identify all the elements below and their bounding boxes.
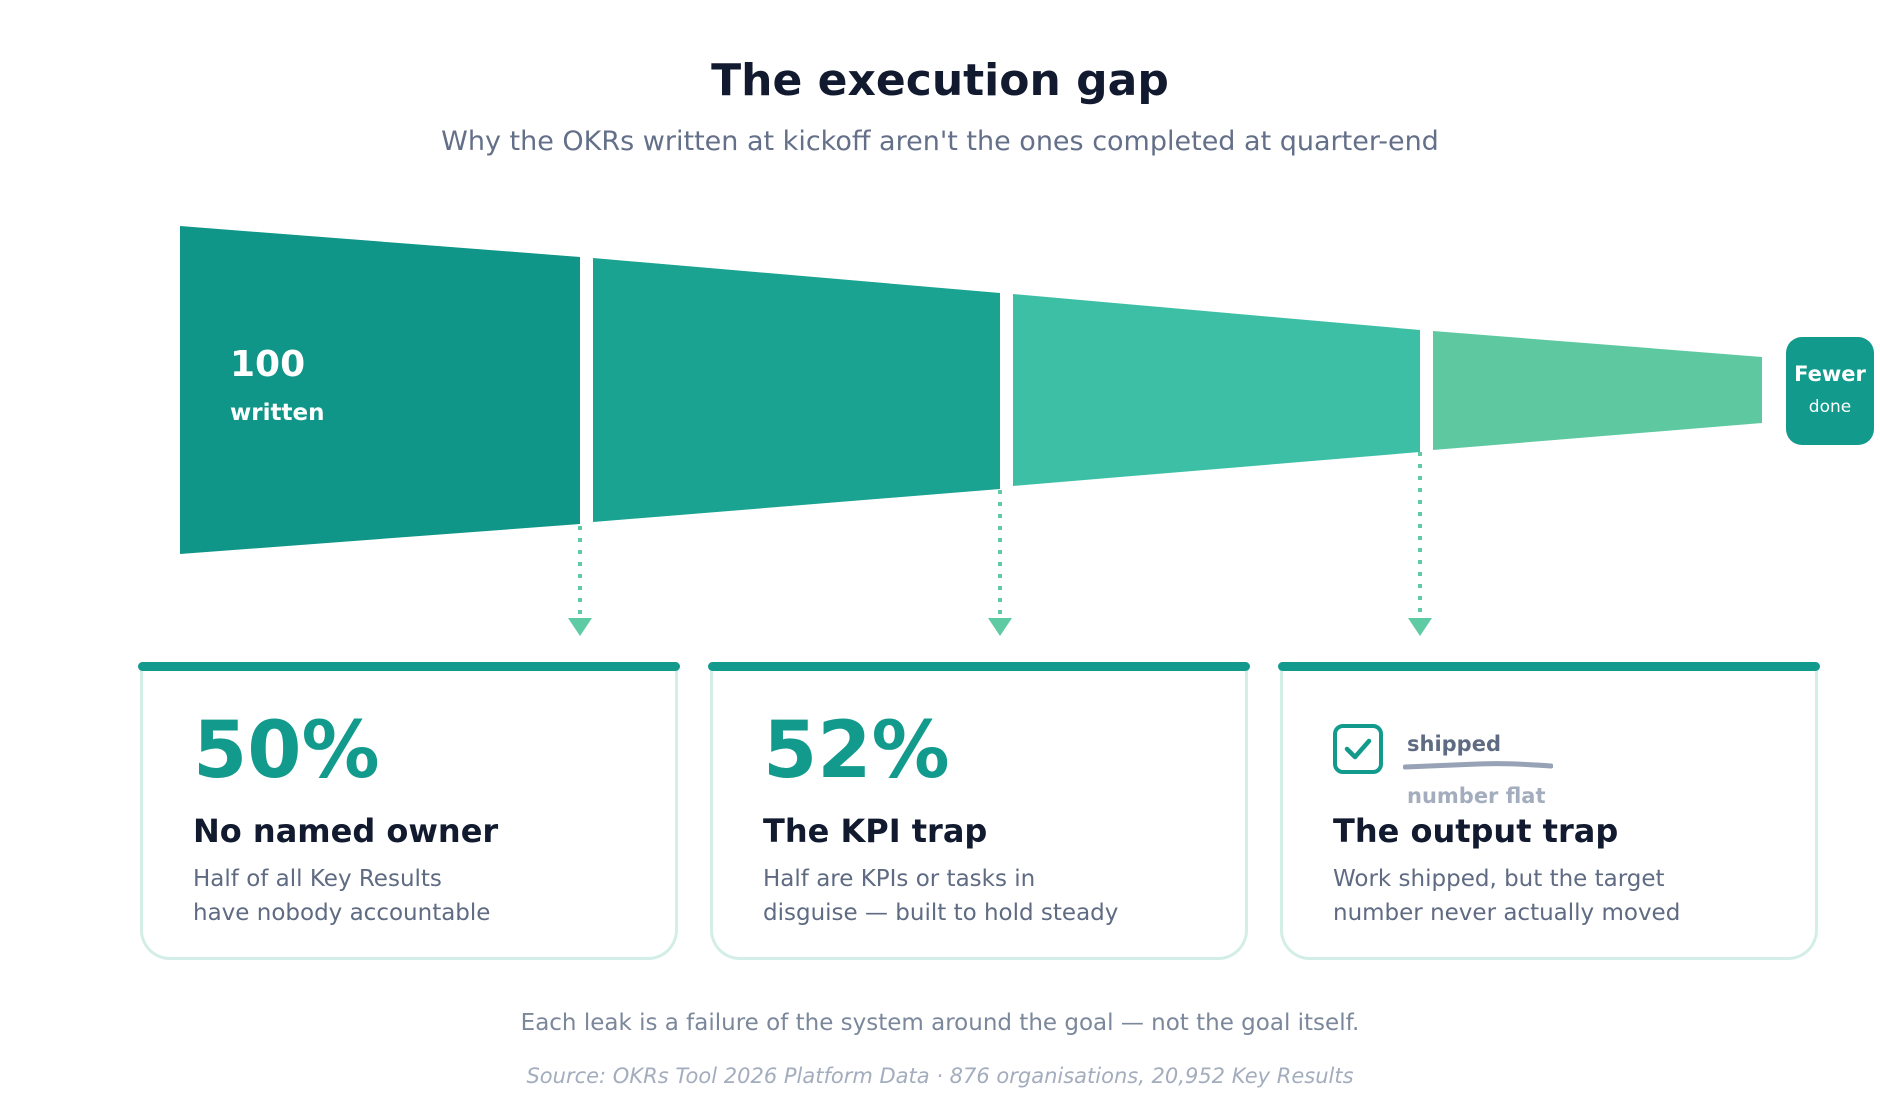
card-accent-bar (1278, 662, 1820, 671)
funnel-end-value: Fewer (1794, 362, 1866, 386)
card-description: Work shipped, but the target number neve… (1333, 862, 1803, 930)
card-heading: The output trap (1333, 812, 1619, 850)
funnel-end-badge: Fewer done (1786, 337, 1874, 445)
funnel-segment-3 (1013, 294, 1420, 486)
page-subtitle: Why the OKRs written at kickoff aren't t… (441, 126, 1439, 157)
leak-arrow-1 (568, 526, 592, 636)
card-accent-bar (708, 662, 1250, 671)
footnote: Each leak is a failure of the system aro… (520, 1010, 1360, 1036)
leak-arrow-3 (1408, 452, 1432, 636)
leak-arrow-2 (988, 490, 1012, 636)
funnel-segment-2 (593, 258, 1000, 522)
funnel-diagram (180, 226, 1762, 636)
flat-line-icon (1403, 761, 1553, 770)
shipped-tag: shipped (1407, 732, 1501, 756)
stat-card-kpi: 52% The KPI trap Half are KPIs or tasks … (710, 662, 1248, 960)
stat-card-owner: 50% No named owner Half of all Key Resul… (140, 662, 678, 960)
checkbox-icon (1333, 724, 1383, 774)
page-title: The execution gap (711, 55, 1169, 106)
card-accent-bar (138, 662, 680, 671)
card-desc-line: disguise — built to hold steady (763, 900, 1119, 926)
card-desc-line: Half are KPIs or tasks in (763, 866, 1036, 892)
number-flat-tag: number flat (1407, 784, 1546, 808)
card-description: Half of all Key Results have nobody acco… (193, 862, 663, 930)
card-stat: 50% (193, 706, 380, 796)
card-desc-line: Half of all Key Results (193, 866, 442, 892)
funnel-segment-4 (1433, 331, 1762, 450)
card-heading: No named owner (193, 812, 499, 850)
card-desc-line: Work shipped, but the target (1333, 866, 1665, 892)
card-desc-line: have nobody accountable (193, 900, 491, 926)
card-stat: 52% (763, 706, 950, 796)
funnel-start-value: 100 (230, 344, 306, 385)
card-description: Half are KPIs or tasks in disguise — bui… (763, 862, 1233, 930)
funnel-end-label: done (1808, 397, 1852, 417)
source-citation: Source: OKRs Tool 2026 Platform Data · 8… (526, 1064, 1354, 1088)
card-heading: The KPI trap (763, 812, 988, 850)
card-desc-line: number never actually moved (1333, 900, 1681, 926)
stat-card-output: shipped number flat The output trap Work… (1280, 662, 1818, 960)
funnel-start-label: written (230, 400, 325, 426)
funnel-segment-1 (180, 226, 580, 554)
